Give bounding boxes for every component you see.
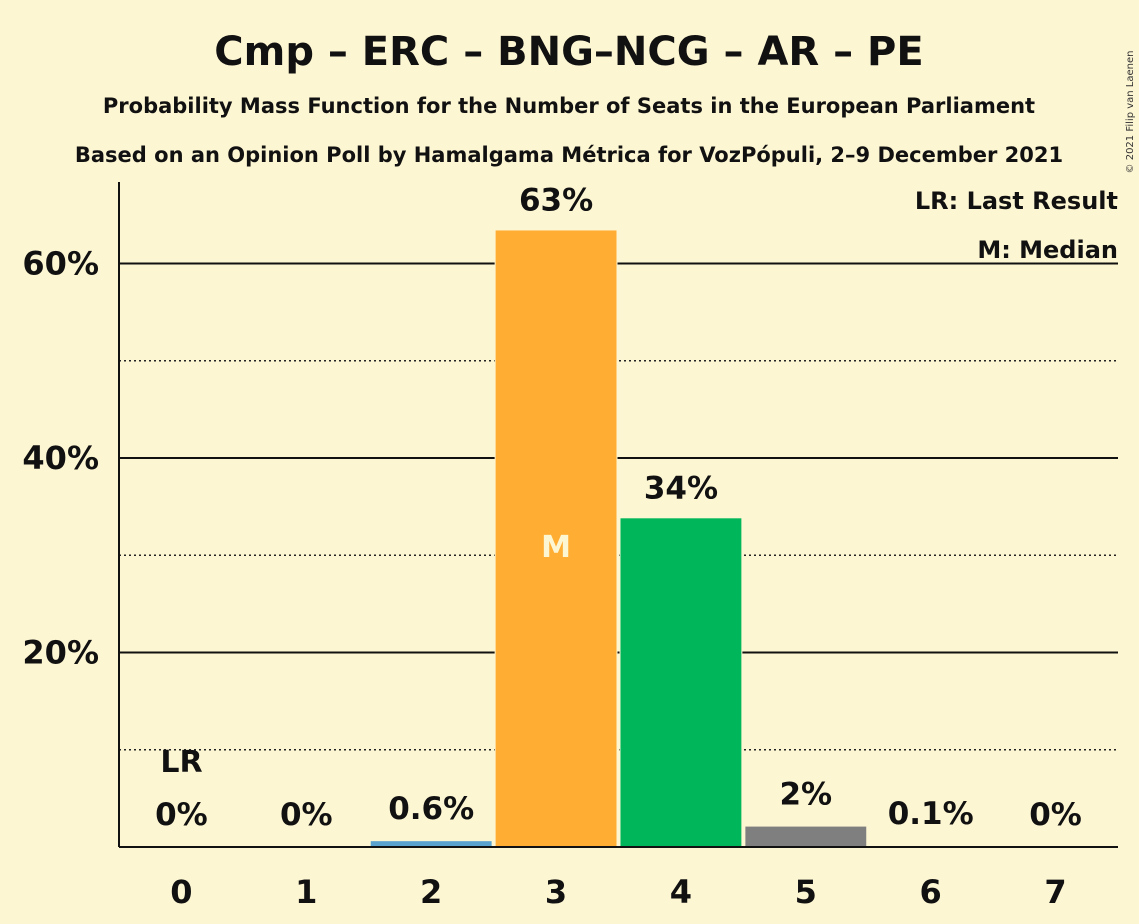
y-tick-label: 40% xyxy=(22,439,99,477)
copyright-text: © 2021 Filip van Laenen xyxy=(1125,51,1136,174)
x-tick-label: 5 xyxy=(795,873,817,911)
data-label: 0.6% xyxy=(388,791,474,827)
data-label: 2% xyxy=(779,777,832,813)
median-marker: M xyxy=(541,530,571,565)
bar xyxy=(620,518,742,847)
x-tick-label: 4 xyxy=(670,873,692,911)
bar xyxy=(495,230,617,847)
data-labels: 0% 0% 0.6% 63% 34% 2% 0.1% 0% LR M xyxy=(155,182,1082,833)
last-result-marker: LR xyxy=(160,745,202,780)
chart-subtitle-2: Based on an Opinion Poll by Hamalgama Mé… xyxy=(75,143,1063,167)
bar xyxy=(745,826,867,847)
data-label: 0% xyxy=(155,797,208,833)
data-label: 0.1% xyxy=(888,796,974,832)
chart-title: Cmp – ERC – BNG–NCG – AR – PE xyxy=(214,29,923,75)
y-tick-label: 60% xyxy=(22,245,99,283)
x-tick-label: 0 xyxy=(170,873,192,911)
x-tick-label: 6 xyxy=(920,873,942,911)
data-label: 0% xyxy=(1029,797,1082,833)
data-label: 34% xyxy=(644,470,718,506)
y-tick-label: 20% xyxy=(22,634,99,672)
x-tick-label: 7 xyxy=(1044,873,1066,911)
legend-median: M: Median xyxy=(977,236,1118,264)
axes: 20% 40% 60% 0 1 2 3 4 5 6 7 xyxy=(22,182,1118,911)
x-tick-label: 1 xyxy=(295,873,317,911)
chart-subtitle-1: Probability Mass Function for the Number… xyxy=(103,94,1035,118)
data-label: 63% xyxy=(519,182,593,218)
data-label: 0% xyxy=(280,797,333,833)
legend-last-result: LR: Last Result xyxy=(915,187,1118,215)
bar xyxy=(370,841,492,847)
gridlines xyxy=(119,262,1118,751)
bars xyxy=(120,229,1117,847)
x-tick-label: 3 xyxy=(545,873,567,911)
x-tick-label: 2 xyxy=(420,873,442,911)
